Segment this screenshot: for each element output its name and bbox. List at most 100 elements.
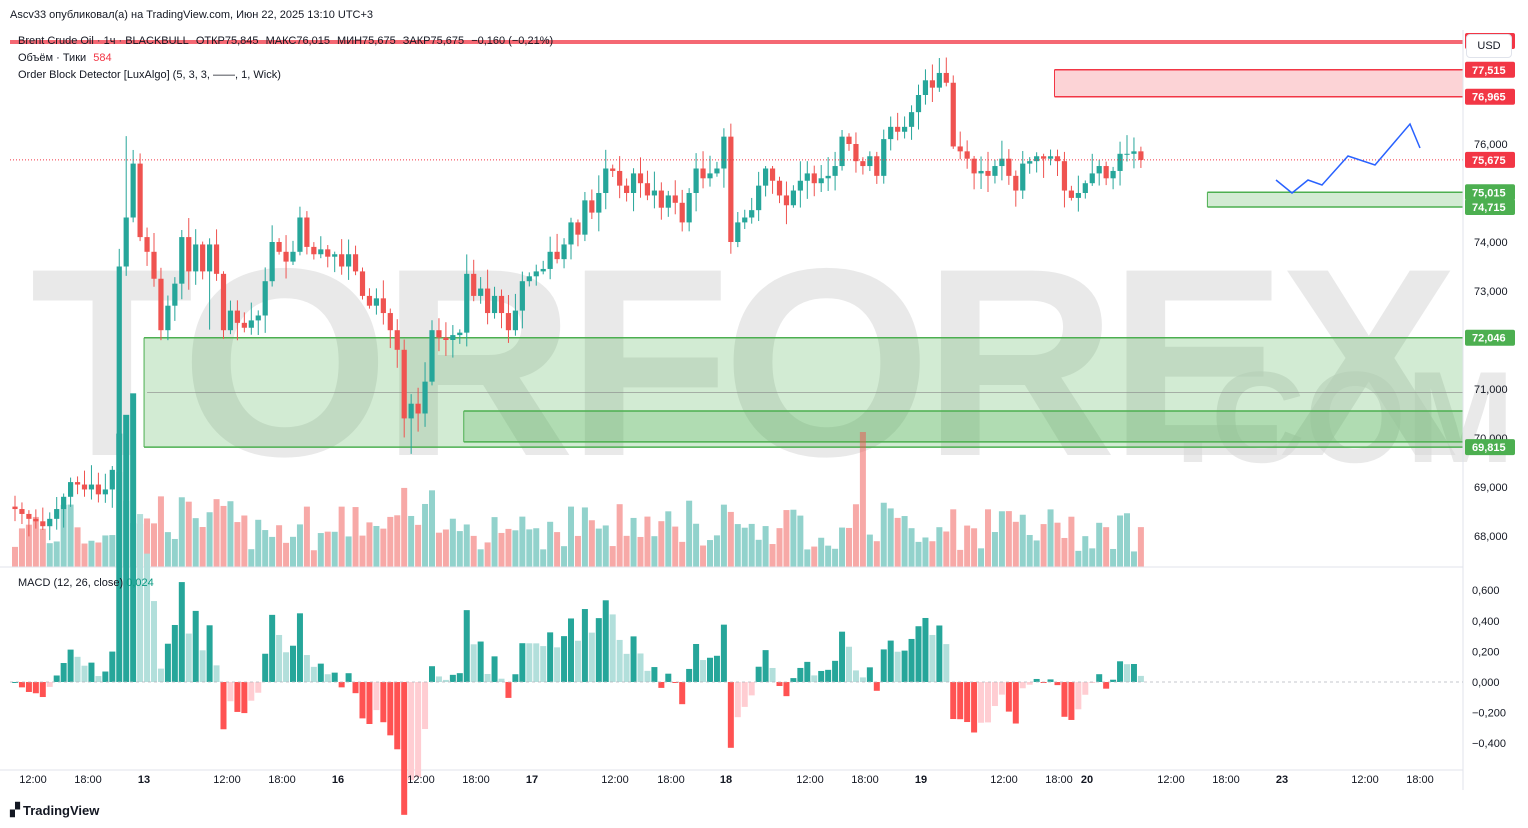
candle-body (471, 273, 477, 296)
candle-body (783, 195, 790, 206)
macd-bar (658, 682, 665, 688)
macd-bar (790, 678, 797, 682)
volume-bar (262, 530, 269, 567)
macd-bar (623, 653, 630, 682)
volume-bar (769, 544, 776, 567)
legend-volume-row: Объём · Тики 584 (18, 52, 116, 64)
macd-bar (338, 682, 345, 688)
volume-bar (554, 532, 561, 567)
macd-label: MACD (12, 26, close) 0,024 (18, 577, 154, 589)
macd-bar (1033, 678, 1040, 682)
candle-body (408, 403, 414, 419)
macd-bar (554, 647, 561, 682)
macd-bar (1068, 682, 1075, 720)
candle-body (227, 310, 234, 331)
candle-body (207, 244, 213, 272)
time-tick-label: 12:00 (1351, 774, 1379, 786)
macd-bar (463, 610, 470, 682)
price-label-text: 69,815 (1472, 442, 1506, 454)
macd-bar (1054, 682, 1061, 686)
volume-bar (901, 516, 908, 567)
candle-body (19, 509, 25, 514)
volume-bar (693, 523, 700, 567)
macd-bar (498, 678, 505, 682)
time-tick-label: 18:00 (851, 774, 879, 786)
candle-body (1110, 170, 1116, 179)
volume-bar (922, 537, 929, 567)
macd-bar (178, 582, 185, 682)
candle-body (443, 337, 449, 340)
price-tick-label: 68,000 (1474, 531, 1508, 543)
macd-bar (415, 682, 422, 778)
candle-body (637, 173, 644, 184)
candle-body (248, 320, 254, 328)
legend-volume-label[interactable]: Объём · Тики (18, 52, 87, 64)
macd-bar (171, 624, 178, 682)
time-tick-label: 18:00 (1212, 774, 1240, 786)
currency-button[interactable]: USD (1466, 34, 1512, 58)
time-tick-label: 12:00 (407, 774, 435, 786)
macd-bar (401, 682, 408, 815)
volume-bar (609, 546, 616, 567)
price-label-box (1465, 88, 1515, 105)
volume-bar (32, 516, 39, 567)
bull-order-block (1207, 192, 1463, 207)
candle-body (74, 482, 81, 485)
time-axis[interactable]: 12:00 18:00 13 12:00 18:00 16 12:00 18:00 17 12:0… (19, 774, 1434, 786)
candle-body (1082, 183, 1088, 193)
candle-body (346, 254, 352, 267)
macd-bar (971, 682, 978, 733)
macd-bar (116, 433, 123, 682)
candle-body (130, 163, 136, 218)
macd-bar (741, 682, 748, 707)
macd-bar (915, 626, 922, 682)
candle-body (193, 244, 199, 272)
volume-bar (568, 506, 574, 567)
candle-body (999, 158, 1005, 167)
candle-body (81, 484, 88, 490)
volume-bar (290, 536, 296, 567)
macd-bar (1137, 675, 1144, 682)
candle-body (485, 288, 491, 314)
volume-bar (1040, 524, 1047, 567)
candle-body (651, 190, 657, 196)
candle-body (790, 190, 796, 206)
candle-body (54, 509, 60, 519)
bull-order-block (463, 411, 1463, 442)
macd-bar (185, 633, 192, 682)
time-tick-label: 12:00 (990, 774, 1018, 786)
macd-axis: 0,600 0,400 0,200 0,000 −0,200 −0,400 (1472, 585, 1506, 750)
footer-brand[interactable]: ▞ TradingView (10, 802, 99, 818)
candle-body (1117, 153, 1123, 171)
macd-bar (408, 682, 415, 781)
price-labels: 78,10277,51576,96575,67575,01574,71572,0… (1465, 33, 1515, 456)
time-tick-label: 18:00 (462, 774, 490, 786)
volume-bar (700, 545, 707, 567)
macd-tick-label: 0,200 (1472, 646, 1500, 658)
macd-bar (213, 665, 220, 682)
time-tick-label: 12:00 (1157, 774, 1185, 786)
macd-bar (679, 682, 686, 705)
macd-value: 0,024 (126, 577, 154, 589)
candle-body (860, 161, 866, 167)
macd-bar (755, 666, 762, 682)
volume-bar (616, 504, 623, 567)
volume-bar (561, 546, 568, 567)
candle-body (179, 237, 185, 284)
volume-bar (255, 519, 262, 567)
macd-bar (109, 651, 116, 682)
time-tick-label: 18 (720, 774, 732, 786)
candle-body (658, 190, 664, 208)
volume-bar (435, 532, 442, 567)
macd-bar (505, 682, 512, 698)
legend-indicator[interactable]: Order Block Detector [LuxAlgo] (5, 3, 3,… (18, 69, 281, 81)
candle-body (450, 335, 456, 340)
macd-bar (220, 682, 227, 730)
legend-symbol[interactable]: Brent Crude Oil · 1ч · BLACKBULL (18, 35, 189, 47)
macd-bar (227, 682, 234, 702)
price-label-box (1465, 184, 1515, 201)
price-label-box (1465, 61, 1515, 78)
candle-body (512, 310, 518, 331)
candle-body (213, 244, 220, 274)
